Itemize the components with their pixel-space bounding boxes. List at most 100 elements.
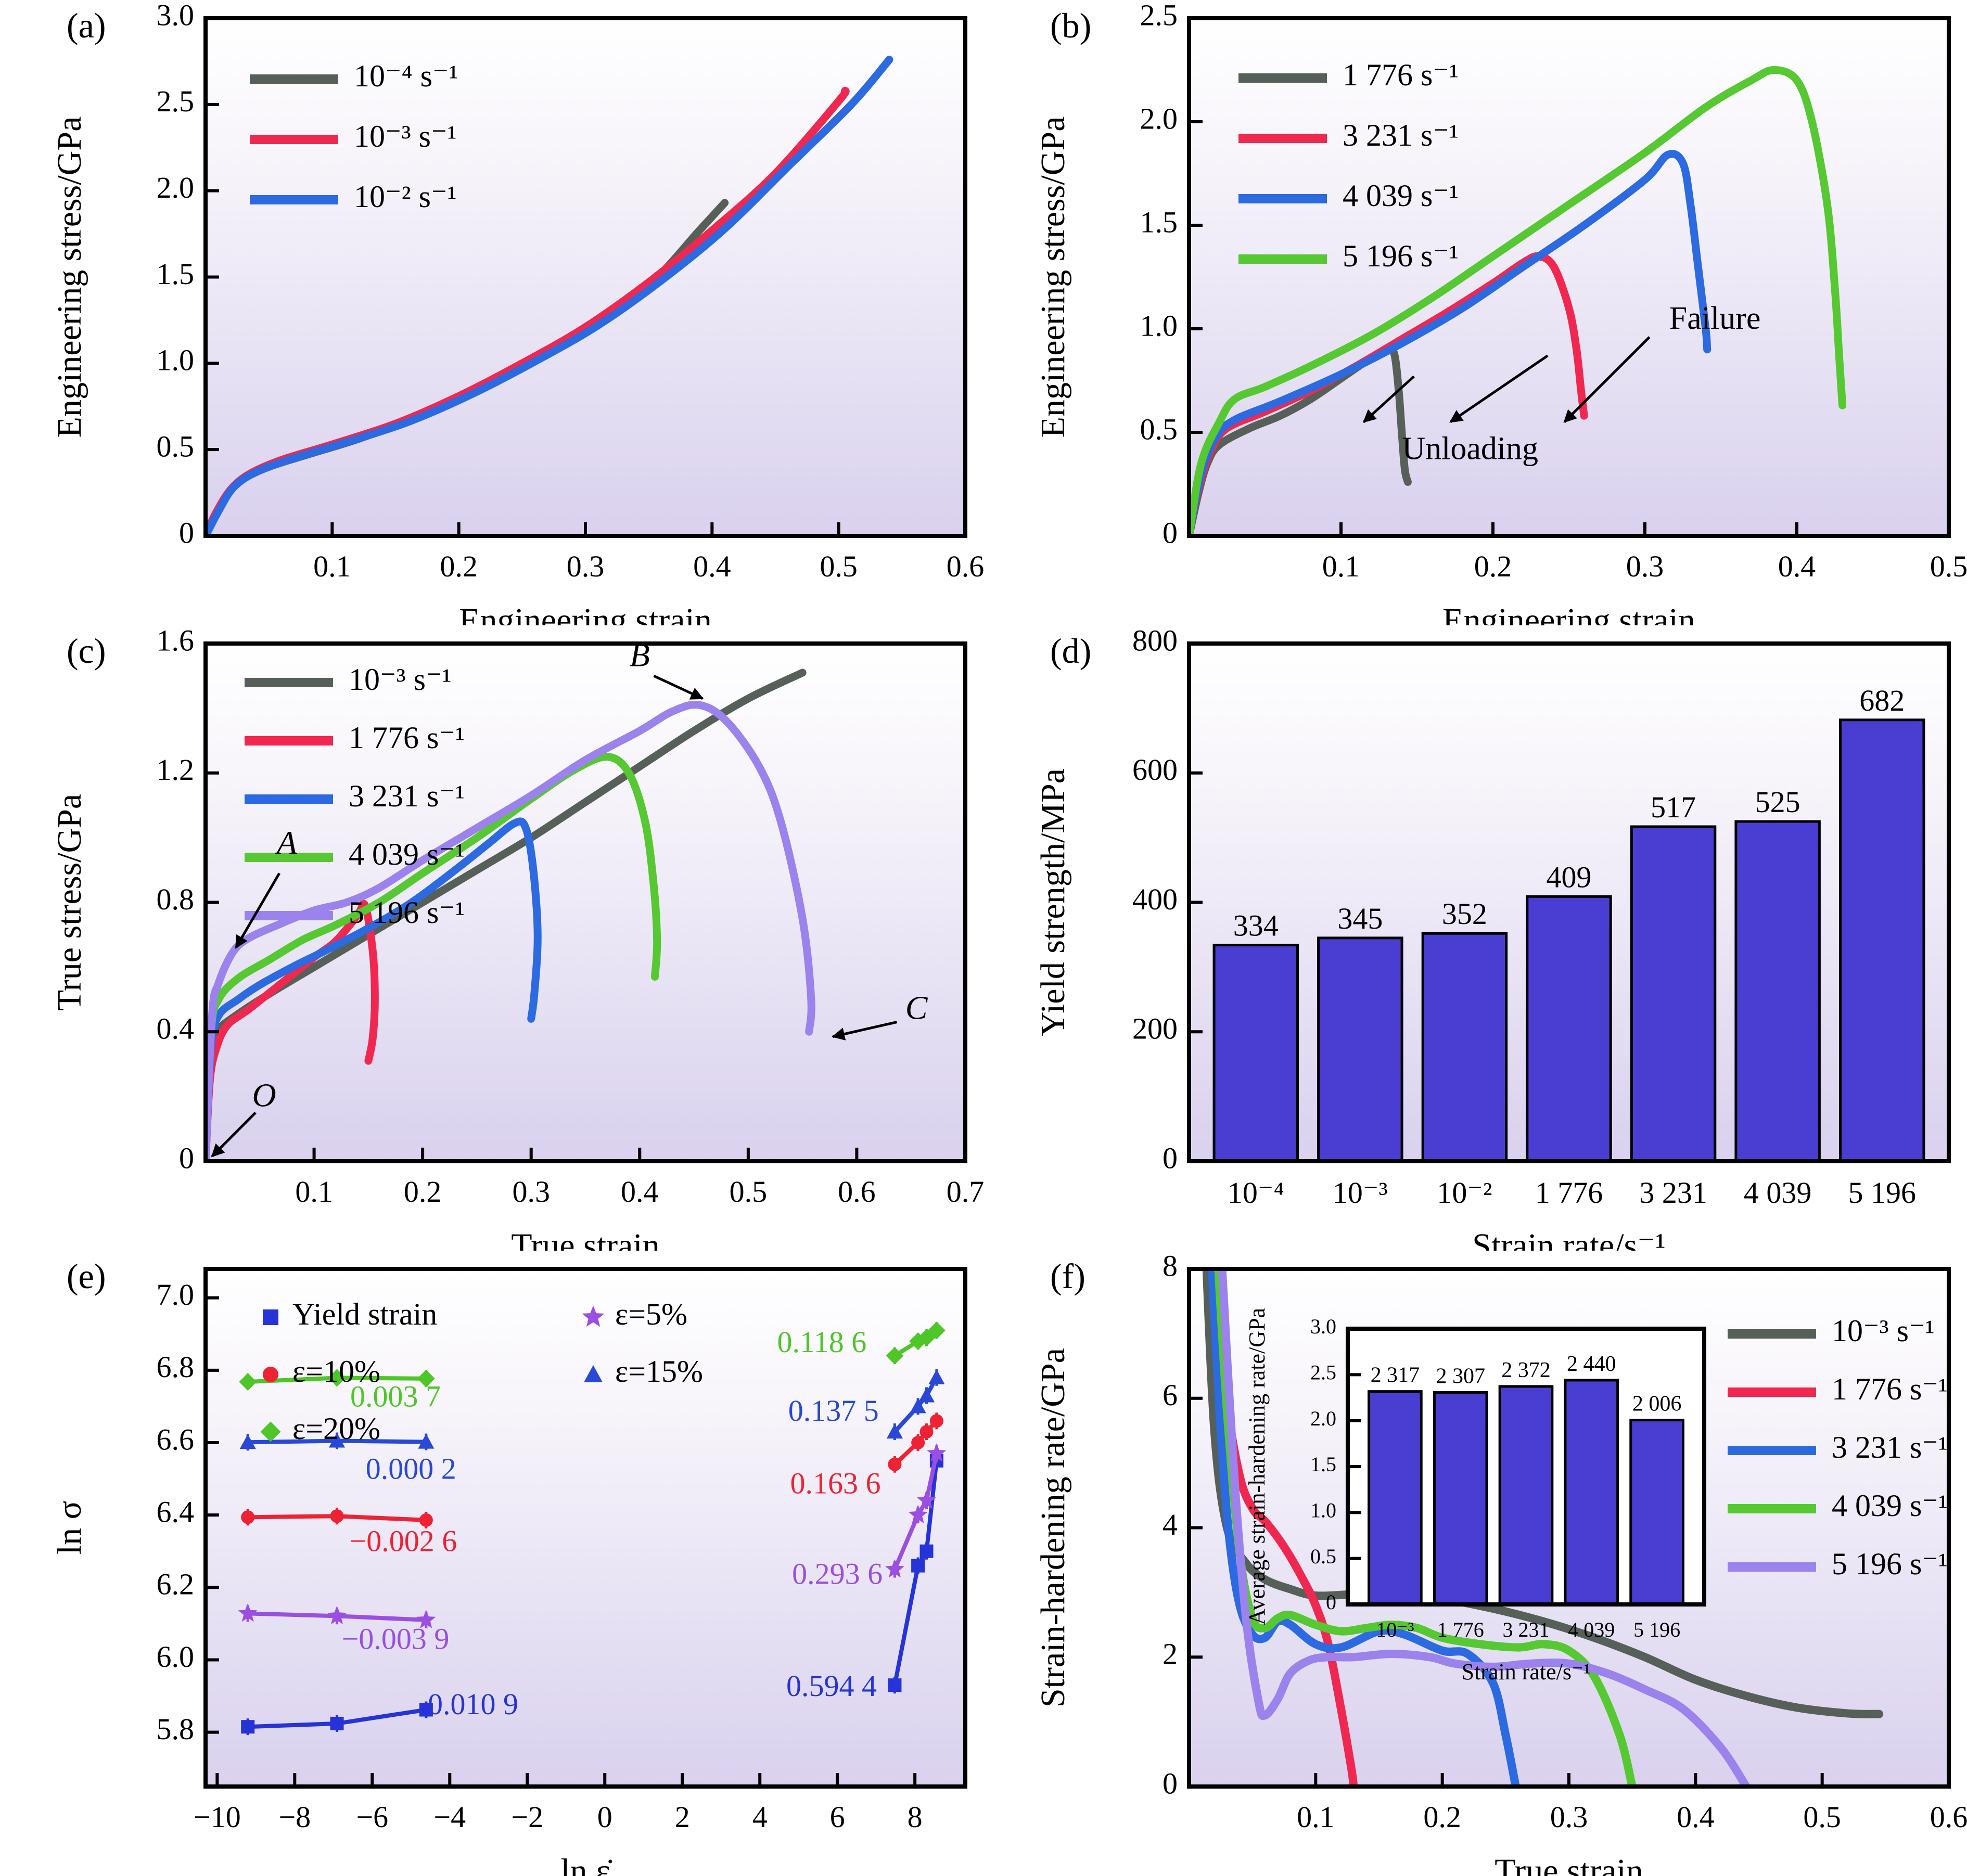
svg-text:10⁻² s⁻¹: 10⁻² s⁻¹: [354, 179, 457, 214]
svg-text:409: 409: [1547, 860, 1592, 894]
svg-text:0.4: 0.4: [1778, 549, 1816, 583]
svg-text:1.2: 1.2: [157, 753, 195, 787]
svg-text:6: 6: [1163, 1378, 1178, 1412]
svg-text:5 196 s⁻¹: 5 196 s⁻¹: [349, 895, 465, 930]
svg-text:2.5: 2.5: [1140, 0, 1178, 32]
svg-text:0.137 5: 0.137 5: [788, 1394, 879, 1428]
svg-text:−10: −10: [194, 1800, 241, 1834]
svg-text:517: 517: [1651, 790, 1696, 824]
svg-text:0.5: 0.5: [157, 429, 195, 463]
svg-text:10⁻²: 10⁻²: [1437, 1176, 1492, 1210]
svg-text:2.0: 2.0: [1310, 1407, 1336, 1430]
svg-text:0.2: 0.2: [1474, 549, 1512, 583]
svg-text:0.5: 0.5: [1930, 549, 1967, 583]
svg-text:Strain rate/s⁻¹: Strain rate/s⁻¹: [1462, 1659, 1591, 1685]
svg-text:Average strain-hardening rate/: Average strain-hardening rate/GPa: [1244, 1308, 1270, 1625]
svg-text:1 776: 1 776: [1535, 1176, 1603, 1210]
svg-text:800: 800: [1132, 625, 1178, 657]
svg-text:0.3: 0.3: [512, 1175, 550, 1209]
svg-text:Strain-hardening rate/GPa: Strain-hardening rate/GPa: [1034, 1348, 1072, 1707]
svg-text:Yield strain: Yield strain: [292, 1297, 437, 1331]
panel-b-chart: 0.1 0.2 0.3 0.4 0.5 0 0.5 1.0 1.5 2.0 2.5 Engineeri…: [1034, 0, 1967, 625]
svg-text:1.5: 1.5: [157, 257, 195, 291]
svg-text:−6: −6: [356, 1800, 388, 1834]
svg-text:4 039: 4 039: [1744, 1176, 1812, 1210]
svg-text:6.4: 6.4: [157, 1495, 195, 1528]
svg-text:ε=15%: ε=15%: [615, 1354, 703, 1389]
svg-text:ln ε̇: ln ε̇: [560, 1852, 612, 1876]
svg-text:Engineering stress/GPa: Engineering stress/GPa: [50, 117, 88, 438]
svg-text:2 006: 2 006: [1632, 1392, 1682, 1416]
panel-f-chart: 0.1 0.2 0.3 0.4 0.5 0.6 0 2 4 6 8 True strain Strain…: [1034, 1251, 1967, 1876]
svg-text:0.3: 0.3: [567, 549, 605, 583]
svg-text:0.163 6: 0.163 6: [790, 1466, 880, 1500]
svg-text:0.010 9: 0.010 9: [428, 1687, 518, 1721]
panel-d-chart: 334 10⁻⁴ 345 10⁻³ 352 10⁻² 409 1 776 517 3 231 525…: [1034, 625, 1951, 1251]
svg-text:10⁻³: 10⁻³: [1333, 1176, 1388, 1210]
svg-text:4: 4: [752, 1800, 768, 1834]
panel-d-label: (d): [1050, 631, 1092, 671]
svg-text:2.0: 2.0: [1140, 101, 1178, 135]
svg-text:0.4: 0.4: [1677, 1800, 1715, 1834]
svg-text:6.2: 6.2: [157, 1567, 195, 1601]
svg-text:3 231: 3 231: [1503, 1618, 1550, 1641]
svg-text:0.2: 0.2: [440, 549, 478, 583]
svg-text:10⁻⁴ s⁻¹: 10⁻⁴ s⁻¹: [354, 59, 458, 93]
svg-text:6.6: 6.6: [157, 1422, 195, 1456]
svg-text:6.8: 6.8: [157, 1350, 195, 1384]
svg-text:Unloading: Unloading: [1402, 431, 1538, 467]
svg-text:ε=10%: ε=10%: [292, 1354, 380, 1389]
svg-text:0: 0: [1163, 1141, 1178, 1175]
svg-text:600: 600: [1132, 753, 1178, 787]
svg-text:0.1: 0.1: [313, 549, 351, 583]
panel-b: (b) 0.1 0.2 0.3 0.4 0.5 0 0.5 1.0 1.5 2.0 2.5 Engin…: [984, 0, 1967, 625]
svg-text:0.1: 0.1: [295, 1175, 333, 1209]
svg-text:0.003 7: 0.003 7: [350, 1379, 441, 1413]
svg-text:0.4: 0.4: [157, 1012, 195, 1046]
svg-text:0.7: 0.7: [947, 1175, 984, 1209]
panel-a: (a) 0.1 0.2 0.3 0.4 0.5 0.6 0 0.5 1.0 1.5 2.0 2.5 3.…: [0, 0, 984, 625]
svg-text:0.5: 0.5: [1310, 1545, 1336, 1568]
svg-text:A: A: [275, 824, 298, 861]
svg-text:3 231 s⁻¹: 3 231 s⁻¹: [1832, 1430, 1948, 1464]
svg-text:0.1: 0.1: [1322, 549, 1360, 583]
svg-text:0.5: 0.5: [730, 1175, 768, 1209]
svg-text:5 196 s⁻¹: 5 196 s⁻¹: [1343, 239, 1459, 273]
svg-text:Failure: Failure: [1669, 301, 1761, 336]
svg-text:0.5: 0.5: [1140, 412, 1178, 446]
panel-d: (d) 334 10⁻⁴ 345 10⁻³ 352 10⁻² 409 1 776 517 3 23…: [984, 625, 1967, 1251]
svg-text:ε=20%: ε=20%: [292, 1411, 380, 1446]
svg-text:0.4: 0.4: [693, 549, 731, 583]
svg-text:0.3: 0.3: [1550, 1800, 1588, 1834]
svg-text:1 776: 1 776: [1437, 1618, 1484, 1641]
svg-text:Engineering stress/GPa: Engineering stress/GPa: [1034, 117, 1072, 438]
svg-text:10⁻⁴: 10⁻⁴: [1228, 1176, 1284, 1210]
svg-text:2.5: 2.5: [157, 84, 195, 118]
svg-text:334: 334: [1233, 909, 1279, 943]
svg-text:O: O: [252, 1076, 276, 1113]
svg-text:2: 2: [1163, 1637, 1178, 1671]
svg-text:0.8: 0.8: [157, 882, 195, 916]
svg-text:10⁻³ s⁻¹: 10⁻³ s⁻¹: [1832, 1314, 1935, 1348]
svg-text:True strain: True strain: [511, 1227, 659, 1251]
svg-text:Strain rate/s⁻¹: Strain rate/s⁻¹: [1472, 1227, 1666, 1251]
panel-c-chart: 0.1 0.2 0.3 0.4 0.5 0.6 0.7 0 0.4 0.8 1.2 1.6 True s…: [50, 625, 984, 1251]
svg-text:10⁻³ s⁻¹: 10⁻³ s⁻¹: [354, 119, 457, 153]
svg-text:0.5: 0.5: [820, 549, 858, 583]
svg-text:2.5: 2.5: [1310, 1361, 1336, 1384]
svg-text:3.0: 3.0: [1310, 1315, 1336, 1338]
svg-text:1.5: 1.5: [1140, 205, 1178, 239]
svg-text:Engineering strain: Engineering strain: [459, 601, 712, 625]
svg-text:0: 0: [597, 1800, 612, 1834]
svg-text:2 317: 2 317: [1371, 1364, 1420, 1387]
svg-text:2.0: 2.0: [157, 171, 195, 204]
svg-text:4 039 s⁻¹: 4 039 s⁻¹: [1343, 178, 1459, 213]
svg-text:0.3: 0.3: [1626, 549, 1664, 583]
svg-text:2 372: 2 372: [1501, 1358, 1551, 1382]
svg-text:ln σ: ln σ: [50, 1501, 88, 1554]
panel-a-chart: 0.1 0.2 0.3 0.4 0.5 0.6 0 0.5 1.0 1.5 2.0 2.5 3.0 Eng…: [50, 0, 984, 625]
svg-text:0.000 2: 0.000 2: [366, 1452, 456, 1486]
svg-text:0.6: 0.6: [1930, 1800, 1967, 1834]
svg-text:ε=5%: ε=5%: [615, 1297, 687, 1331]
svg-text:1 776 s⁻¹: 1 776 s⁻¹: [349, 721, 465, 755]
